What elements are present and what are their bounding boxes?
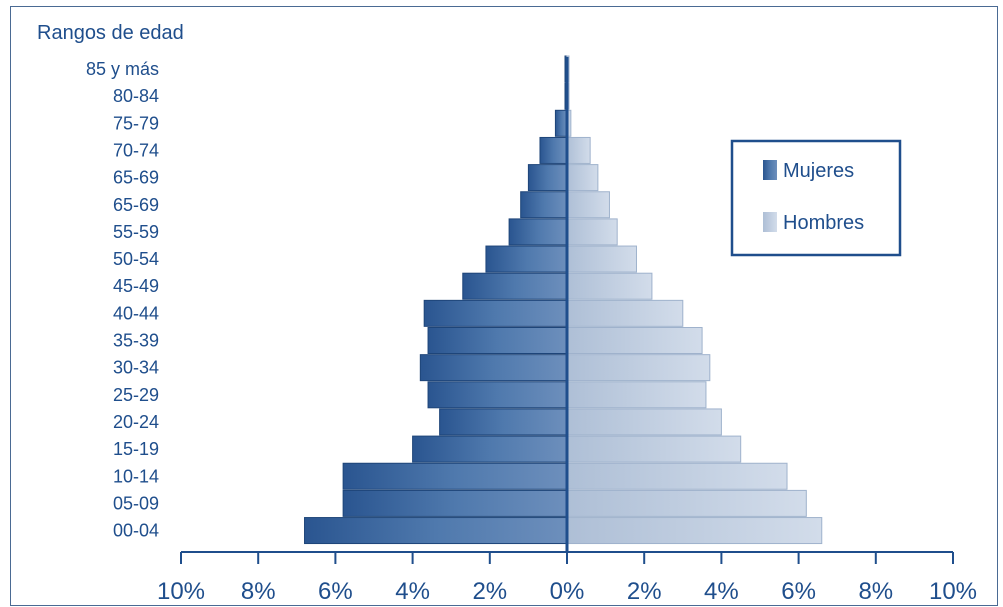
- category-label: 05-09: [113, 493, 159, 513]
- legend: Mujeres Hombres: [730, 139, 902, 257]
- bar-hombres: [566, 245, 637, 273]
- bar-hombres: [566, 218, 618, 246]
- x-axis-ticks: 10% 8% 6% 4% 2% 0% 2% 4% 6% 8% 10%: [157, 552, 977, 605]
- legend-swatch-hombres: [763, 212, 777, 232]
- bar-mujeres: [427, 327, 568, 354]
- bar-hombres: [566, 435, 742, 463]
- population-pyramid-chart: Rangos de edad 00-04 05-09 10-14 15-19 20-24…: [37, 22, 977, 605]
- bar-hombres: [566, 327, 703, 354]
- category-label: 00-04: [113, 521, 159, 541]
- bar-mujeres: [539, 136, 568, 164]
- bar-mujeres: [527, 164, 568, 192]
- category-label: 25-29: [113, 385, 159, 405]
- bar-mujeres: [342, 489, 568, 517]
- y-axis-title: Rangos de edad: [37, 22, 184, 44]
- bar-mujeres: [412, 435, 568, 463]
- chart-frame: Rangos de edad 00-04 05-09 10-14 15-19 20-24…: [10, 6, 998, 606]
- bar-hombres: [566, 191, 610, 219]
- category-labels: 00-04 05-09 10-14 15-19 20-24 25-29 30-34 35-39…: [86, 59, 159, 541]
- category-label: 30-34: [113, 358, 159, 378]
- bar-hombres: [566, 164, 599, 192]
- x-tick-label: 6%: [318, 578, 353, 605]
- bar-mujeres: [427, 381, 568, 409]
- bar-hombres: [566, 272, 653, 300]
- series-hombres: [566, 55, 823, 545]
- category-label: 40-44: [113, 303, 159, 323]
- category-label: 35-39: [113, 331, 159, 351]
- bar-hombres: [566, 299, 684, 327]
- category-label: 50-54: [113, 249, 159, 269]
- x-tick-label: 4%: [704, 578, 739, 605]
- bar-hombres: [566, 354, 711, 382]
- category-label: 10-14: [113, 466, 159, 486]
- x-tick-label: 2%: [627, 578, 662, 605]
- category-label: 65-69: [113, 195, 159, 215]
- bar-mujeres: [554, 109, 568, 137]
- x-tick-label: 8%: [241, 578, 276, 605]
- bar-mujeres: [342, 462, 568, 490]
- bar-mujeres: [508, 218, 568, 246]
- bar-hombres: [566, 381, 707, 409]
- x-tick-label: 10%: [157, 578, 205, 605]
- bar-mujeres: [462, 272, 568, 300]
- series-mujeres: [304, 55, 568, 545]
- bar-hombres: [566, 408, 722, 436]
- bar-hombres: [566, 136, 591, 164]
- bar-hombres: [566, 489, 807, 517]
- legend-box: [730, 139, 902, 257]
- category-label: 55-59: [113, 222, 159, 242]
- legend-label-mujeres: Mujeres: [783, 160, 854, 182]
- x-tick-label: 4%: [395, 578, 430, 605]
- bar-mujeres: [423, 299, 568, 327]
- x-tick-label: 0%: [550, 578, 585, 605]
- bar-mujeres: [520, 191, 568, 219]
- legend-swatch-mujeres: [763, 160, 777, 180]
- category-label: 70-74: [113, 140, 159, 160]
- category-label: 65-69: [113, 168, 159, 188]
- bar-mujeres: [419, 354, 568, 382]
- bar-hombres: [566, 517, 823, 545]
- category-label: 15-19: [113, 439, 159, 459]
- x-tick-label: 8%: [858, 578, 893, 605]
- category-label: 20-24: [113, 412, 159, 432]
- category-label: 80-84: [113, 86, 159, 106]
- bar-hombres: [566, 462, 788, 490]
- x-tick-label: 2%: [472, 578, 507, 605]
- category-label: 45-49: [113, 276, 159, 296]
- x-tick-label: 10%: [929, 578, 977, 605]
- bar-mujeres: [439, 408, 568, 436]
- bar-mujeres: [485, 245, 568, 273]
- category-label: 85 y más: [86, 59, 159, 79]
- legend-label-hombres: Hombres: [783, 212, 864, 234]
- category-label: 75-79: [113, 113, 159, 133]
- x-tick-label: 6%: [781, 578, 816, 605]
- bar-mujeres: [304, 517, 568, 545]
